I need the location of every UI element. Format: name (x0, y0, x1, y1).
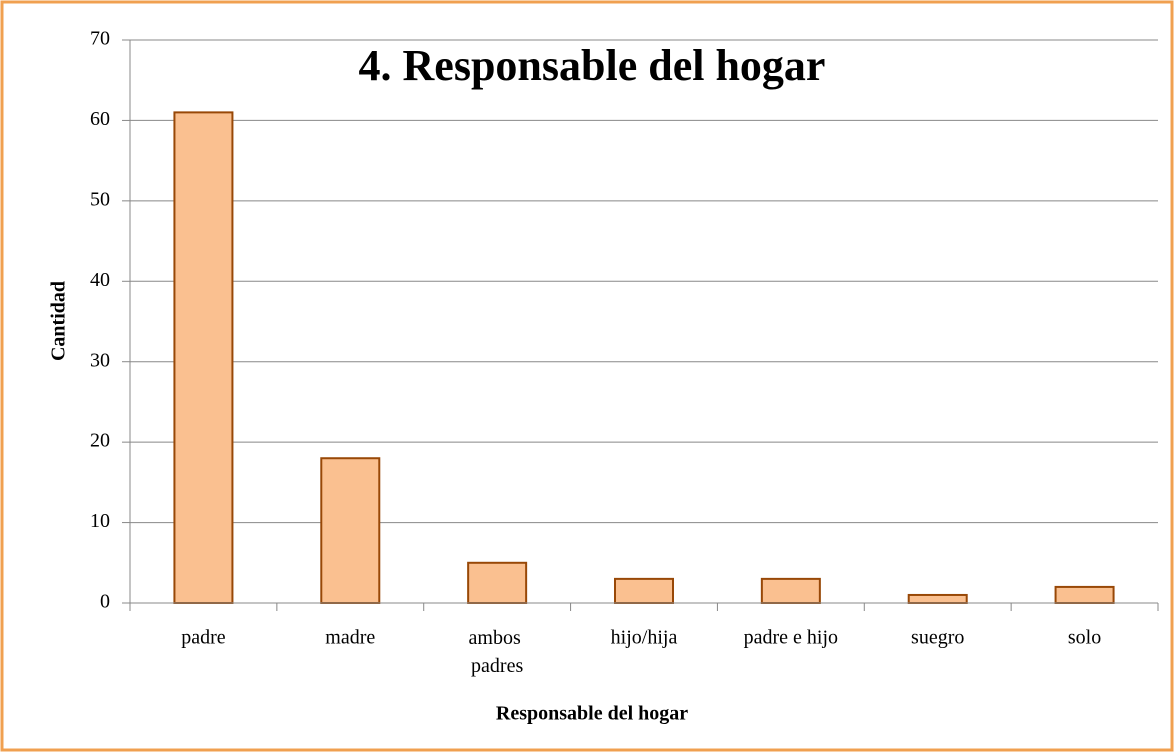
x-tick-label: ambos padres (469, 627, 526, 677)
y-tick-label: 60 (90, 108, 110, 130)
y-tick-label: 40 (90, 269, 110, 291)
y-tick-label: 0 (100, 591, 110, 613)
y-tick-label: 10 (90, 510, 110, 532)
x-axis-label: Responsable del hogar (496, 703, 688, 725)
y-tick-label: 70 (90, 28, 110, 50)
x-tick-label: madre (325, 627, 375, 649)
bar (320, 457, 381, 604)
bar (173, 111, 234, 604)
x-tick-label: solo (1068, 627, 1101, 649)
bar (907, 593, 968, 605)
bar (467, 561, 528, 604)
bar (760, 577, 821, 604)
bar (1054, 585, 1115, 605)
bar (614, 577, 674, 604)
x-tick-label: suegro (911, 627, 964, 649)
chart-title: 4. Responsable del hogar (359, 41, 826, 90)
y-tick-label: 50 (90, 188, 110, 210)
y-axis-label: Cantidad (48, 281, 70, 361)
y-tick-label: 20 (90, 430, 110, 452)
x-tick-label: hijo/hija (611, 627, 678, 649)
y-tick-label: 30 (90, 349, 110, 371)
x-tick-label: padre e hijo (744, 627, 838, 649)
x-tick-label: padre (181, 627, 226, 649)
